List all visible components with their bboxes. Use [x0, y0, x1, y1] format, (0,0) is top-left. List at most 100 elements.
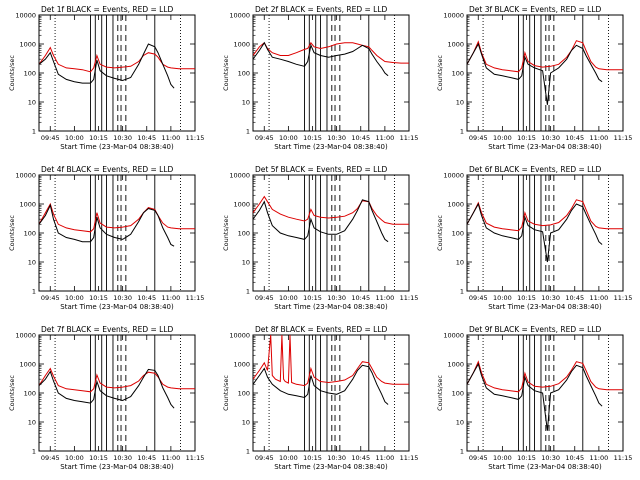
x-axis-label: Start Time (23-Mar-04 08:38:40)	[60, 463, 174, 471]
series-group	[467, 199, 623, 263]
x-tick-label: 10:00	[493, 294, 512, 302]
y-tick-label: 100	[24, 390, 36, 398]
x-tick-label: 10:45	[565, 454, 584, 462]
y-tick-label: 10000	[229, 172, 250, 180]
x-tick-label: 11:15	[186, 134, 205, 142]
y-tick-label: 1	[460, 448, 464, 456]
y-tick-label: 10000	[443, 332, 464, 340]
x-tick-label: 11:00	[162, 454, 181, 462]
x-tick-label: 09:45	[41, 294, 60, 302]
x-tick-label: 11:15	[614, 454, 633, 462]
series-group	[39, 202, 195, 247]
y-tick-label: 1	[32, 448, 36, 456]
series-line-lld	[253, 195, 409, 225]
x-tick-label: 10:00	[65, 134, 84, 142]
x-tick-label: 10:00	[65, 454, 84, 462]
series-line-events	[253, 199, 389, 243]
series-line-lld	[39, 202, 195, 233]
x-tick-label: 10:30	[327, 294, 346, 302]
x-tick-label: 11:15	[186, 454, 205, 462]
x-tick-label: 10:15	[89, 134, 108, 142]
series-line-lld	[253, 41, 409, 64]
panel-title: Det 3f BLACK = Events, RED = LLD	[469, 5, 602, 14]
x-axis-label: Start Time (23-Mar-04 08:38:40)	[274, 143, 388, 151]
series-line-events	[39, 368, 175, 409]
x-tick-label: 11:00	[376, 294, 395, 302]
series-line-lld	[467, 40, 623, 73]
series-line-events	[253, 364, 389, 405]
x-tick-label: 10:00	[493, 134, 512, 142]
detector-panel-7: Det 7f BLACK = Events, RED = LLD 1 10 100 10…	[8, 325, 204, 471]
plot-frame	[38, 174, 196, 292]
y-tick-label: 1	[32, 288, 36, 296]
y-tick-label: 10000	[15, 332, 36, 340]
x-tick-label: 11:00	[162, 294, 181, 302]
panel-title: Det 4f BLACK = Events, RED = LLD	[41, 165, 174, 174]
y-tick-label: 1000	[233, 41, 250, 49]
x-tick-label: 10:45	[137, 454, 156, 462]
x-tick-label: 09:45	[41, 134, 60, 142]
x-tick-label: 10:45	[137, 134, 156, 142]
x-tick-label: 10:00	[493, 454, 512, 462]
y-tick-label: 1000	[233, 361, 250, 369]
detector-panel-4: Det 4f BLACK = Events, RED = LLD 1 10 100 10…	[8, 165, 204, 311]
series-group	[39, 43, 195, 89]
y-tick-label: 1	[32, 128, 36, 136]
y-tick-label: 10000	[229, 332, 250, 340]
x-axis-label: Start Time (23-Mar-04 08:38:40)	[488, 303, 602, 311]
x-tick-label: 10:30	[113, 454, 132, 462]
x-tick-label: 10:15	[89, 454, 108, 462]
y-tick-label: 100	[238, 390, 250, 398]
series-group	[253, 335, 409, 405]
y-axis-label: Counts/sec	[436, 375, 444, 411]
detector-panel-6: Det 6f BLACK = Events, RED = LLD 1 10 100 10…	[436, 165, 632, 311]
y-tick-label: 1000	[233, 201, 250, 209]
x-axis-label: Start Time (23-Mar-04 08:38:40)	[60, 143, 174, 151]
x-tick-label: 10:30	[541, 294, 560, 302]
y-tick-label: 100	[452, 390, 464, 398]
series-line-lld	[39, 367, 195, 393]
x-tick-label: 09:45	[469, 134, 488, 142]
y-tick-label: 1	[246, 448, 250, 456]
x-tick-label: 10:45	[565, 294, 584, 302]
panel-title: Det 2f BLACK = Events, RED = LLD	[255, 5, 388, 14]
x-axis-label: Start Time (23-Mar-04 08:38:40)	[488, 463, 602, 471]
x-tick-label: 10:00	[279, 454, 298, 462]
y-tick-label: 1000	[19, 361, 36, 369]
series-line-lld	[467, 199, 623, 232]
x-tick-label: 10:00	[279, 294, 298, 302]
x-tick-label: 10:45	[351, 294, 370, 302]
y-tick-label: 100	[24, 70, 36, 78]
panel-title: Det 7f BLACK = Events, RED = LLD	[41, 325, 174, 334]
y-tick-label: 10000	[443, 12, 464, 20]
x-tick-label: 10:45	[351, 134, 370, 142]
series-line-events	[39, 203, 175, 247]
y-tick-label: 1000	[19, 41, 36, 49]
x-tick-label: 11:15	[400, 454, 419, 462]
series-line-events	[253, 41, 389, 77]
y-axis-label: Counts/sec	[8, 55, 16, 91]
detector-panel-1: Det 1f BLACK = Events, RED = LLD 1 10 100 10…	[8, 5, 204, 151]
x-axis-label: Start Time (23-Mar-04 08:38:40)	[274, 303, 388, 311]
plot-frame	[466, 174, 624, 292]
y-tick-label: 10	[28, 419, 36, 427]
plot-frame	[466, 334, 624, 452]
x-tick-label: 10:00	[279, 134, 298, 142]
y-tick-label: 100	[452, 230, 464, 238]
x-tick-label: 11:00	[376, 454, 395, 462]
x-tick-label: 10:30	[327, 454, 346, 462]
x-axis-label: Start Time (23-Mar-04 08:38:40)	[488, 143, 602, 151]
x-tick-label: 10:15	[517, 454, 536, 462]
x-tick-label: 11:00	[590, 454, 609, 462]
y-axis-label: Counts/sec	[436, 215, 444, 251]
panel-title: Det 9f BLACK = Events, RED = LLD	[469, 325, 602, 334]
x-tick-label: 09:45	[41, 454, 60, 462]
x-tick-label: 11:00	[162, 134, 181, 142]
y-tick-label: 100	[238, 230, 250, 238]
series-line-events	[467, 42, 603, 105]
y-tick-label: 1000	[19, 201, 36, 209]
y-tick-label: 1000	[447, 41, 464, 49]
x-tick-label: 11:00	[590, 134, 609, 142]
x-tick-label: 10:15	[303, 454, 322, 462]
series-line-lld	[39, 46, 195, 73]
